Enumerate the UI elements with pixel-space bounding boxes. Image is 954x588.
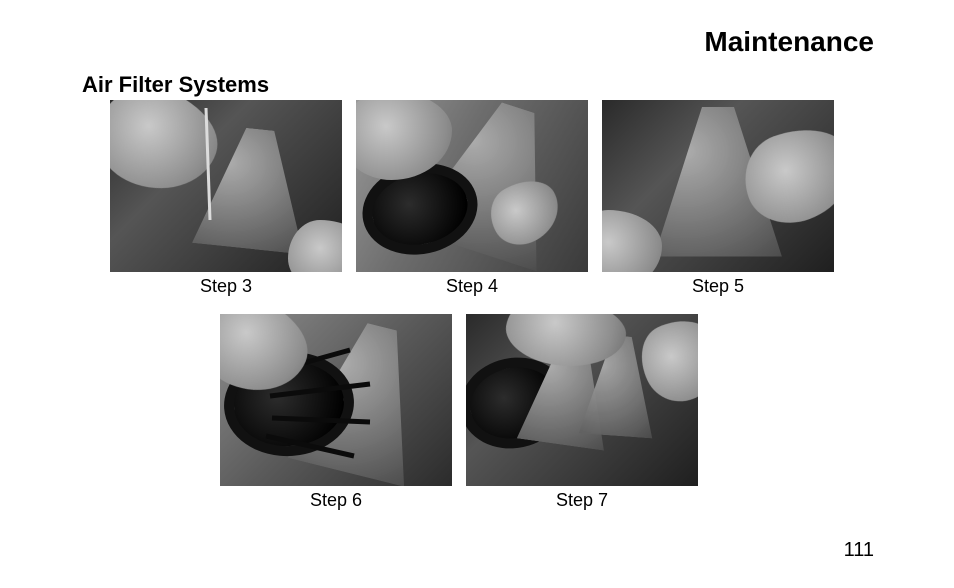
photo-step-4	[356, 100, 588, 272]
figure-step-3: Step 3	[110, 100, 342, 297]
figure-step-7: Step 7	[466, 314, 698, 511]
page-number: 111	[844, 539, 874, 562]
chapter-title: Maintenance	[704, 26, 874, 58]
photo-step-6	[220, 314, 452, 486]
page: Maintenance Air Filter Systems Step 3	[0, 0, 954, 588]
caption-step-5: Step 5	[692, 276, 744, 297]
photo-step-7	[466, 314, 698, 486]
figure-row-2: Step 6 Step 7	[220, 314, 698, 511]
figure-step-6: Step 6	[220, 314, 452, 511]
figure-step-5: Step 5	[602, 100, 834, 297]
figure-step-4: Step 4	[356, 100, 588, 297]
figure-row-1: Step 3 Step 4 Step 5	[110, 100, 834, 297]
caption-step-3: Step 3	[200, 276, 252, 297]
section-title: Air Filter Systems	[82, 72, 269, 98]
caption-step-4: Step 4	[446, 276, 498, 297]
caption-step-7: Step 7	[556, 490, 608, 511]
photo-step-3	[110, 100, 342, 272]
caption-step-6: Step 6	[310, 490, 362, 511]
photo-step-5	[602, 100, 834, 272]
